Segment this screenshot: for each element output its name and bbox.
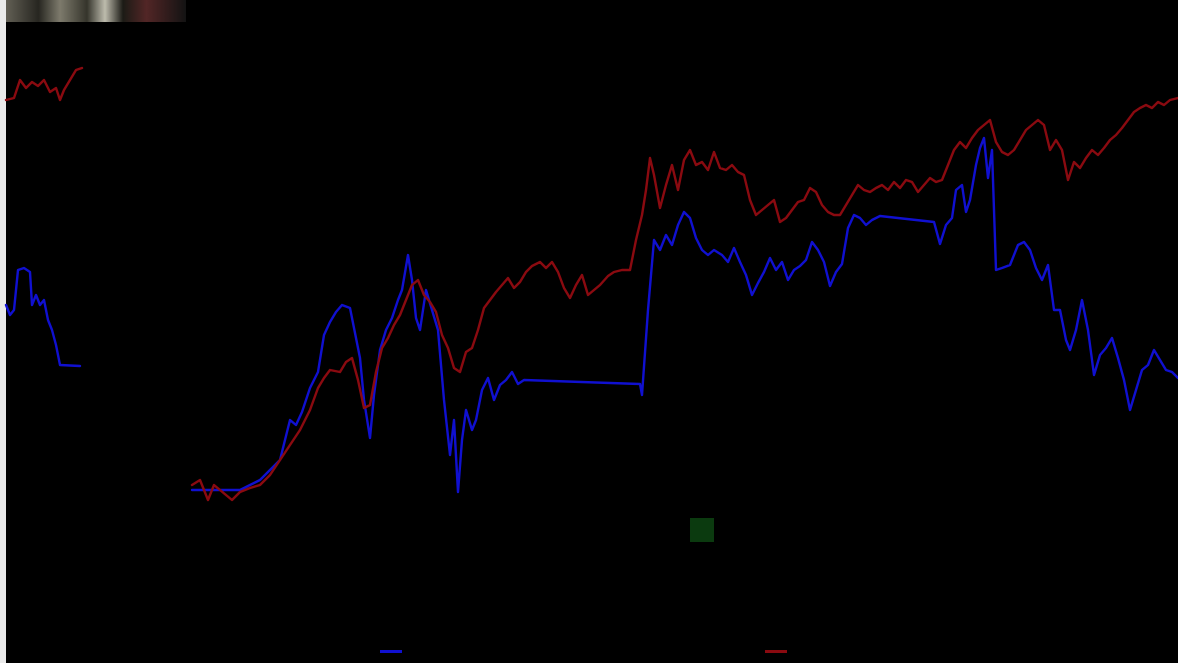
legend-swatch-red [765,650,787,653]
green-marker [690,518,714,542]
series-0-segment-0 [4,266,82,368]
series-0-segment-1 [190,136,1178,494]
legend-swatch-blue [380,650,402,653]
series-1-segment-1 [190,96,1178,502]
left-edge-strip [0,0,6,663]
series-1-segment-0 [4,66,84,102]
corner-thumbnail [6,0,186,22]
series-layer [4,66,1178,502]
